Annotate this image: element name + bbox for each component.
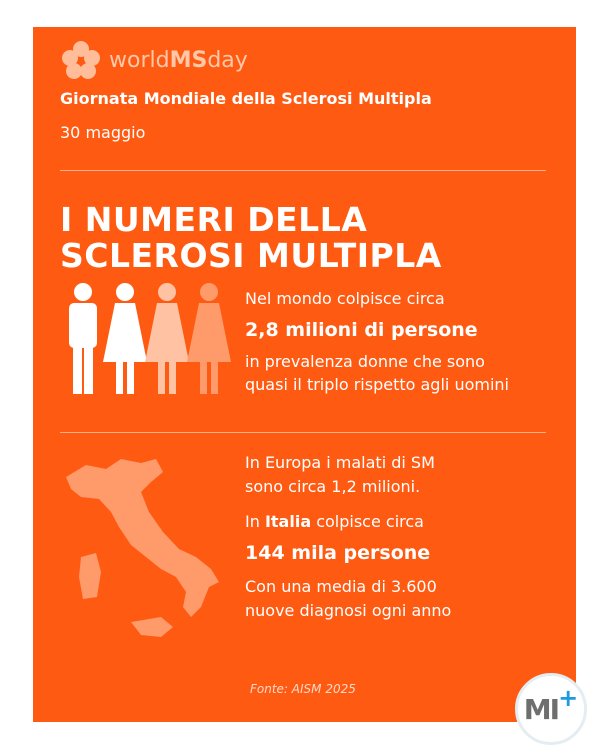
mi-logo-text: MI [523,692,560,726]
logo-text-end: day [207,47,248,73]
subtitle: Giornata Mondiale della Sclerosi Multipl… [60,89,432,108]
date: 30 maggio [60,123,146,142]
europe-text: sono circa 1,2 milioni. [245,477,421,496]
divider [60,170,546,171]
world-text: in prevalenza donne che sono [245,352,485,371]
title-line: I NUMERI DELLA [60,200,368,239]
world-text: quasi il triplo rispetto agli uomini [245,375,509,394]
mi-logo-badge: MI + [515,673,587,745]
people-icon [69,283,231,394]
italy-bold: Italia [264,512,312,531]
title-line: SCLEROSI MULTIPLA [60,236,442,275]
italy-prefix: In [245,512,265,531]
diagnosis-text: Con una media di 3.600 [245,577,437,596]
italy-text: In Italia colpisce circa [245,511,424,533]
logo-text-bold: MS [169,47,208,73]
italy-suffix: colpisce circa [311,512,424,531]
logo-text: world [109,47,170,73]
world-ms-day-logo: worldMSday [61,40,248,80]
plus-icon: + [558,684,579,712]
source: Fonte: AISM 2025 [250,682,356,696]
italy-map-icon [66,459,219,637]
world-text: Nel mondo colpisce circa [245,289,445,308]
divider [60,432,546,433]
ms-flower-icon [62,41,100,79]
diagnosis-text: nuove diagnosi ogni anno [245,601,452,620]
italy-highlight: 144 mila persone [245,542,431,564]
world-highlight: 2,8 milioni di persone [245,319,478,341]
europe-text: In Europa i malati di SM [245,453,435,472]
infographic-panel: worldMSday Giornata Mondiale della Scler… [33,27,576,722]
page-title: I NUMERI DELLA SCLEROSI MULTIPLA [60,202,442,274]
